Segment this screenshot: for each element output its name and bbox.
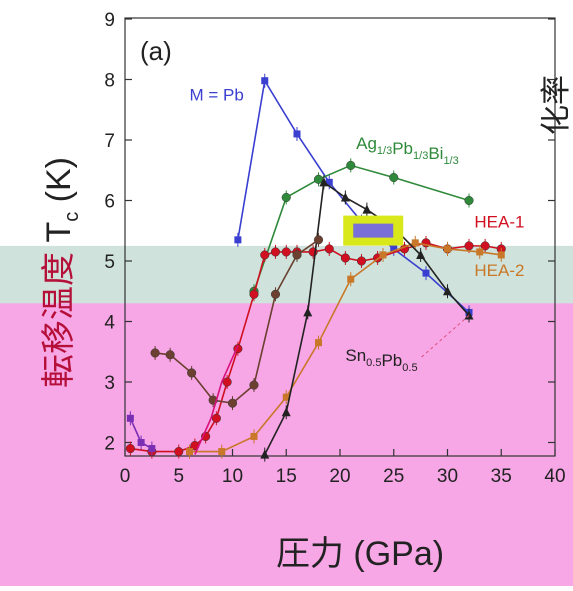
series-line <box>253 164 470 292</box>
data-point <box>282 393 290 401</box>
annotation-lbl-pb: M = Pb <box>190 86 244 105</box>
panel-label: (a) <box>140 36 172 66</box>
series-line <box>194 345 239 455</box>
y-tick-label: 5 <box>104 252 115 273</box>
data-point <box>444 245 451 253</box>
snpb-leader-line <box>420 315 470 359</box>
annotation-lbl-snpb: Sn0.5Pb0.5 <box>345 346 417 374</box>
data-point <box>125 444 135 454</box>
y-tick-label: 6 <box>104 192 115 213</box>
x-tick-label: 30 <box>437 466 458 487</box>
y-tick-label: 9 <box>104 10 115 31</box>
inset-artifact <box>343 215 404 246</box>
series-5 <box>260 175 474 462</box>
data-point <box>340 253 350 263</box>
data-point <box>137 439 145 446</box>
x-axis-label: 圧力 (GPa) <box>276 535 444 573</box>
y-tick-label: 3 <box>104 373 115 394</box>
data-point <box>313 235 324 245</box>
series-line <box>264 180 470 455</box>
data-point <box>313 174 324 184</box>
data-point <box>346 160 356 170</box>
data-point <box>222 377 232 387</box>
data-point <box>390 245 398 253</box>
data-point <box>260 250 270 260</box>
axes: 2 3 4 5 6 7 8 9 0 5 10 15 20 25 30 35 40 <box>104 10 565 487</box>
x-tick-label: 40 <box>544 466 565 487</box>
x-tick-label: 20 <box>329 466 350 487</box>
data-point <box>340 192 350 202</box>
data-point <box>250 432 258 440</box>
data-point <box>389 172 399 183</box>
data-point <box>165 350 175 360</box>
axis-labels: 圧力 (GPa) 転移温度 Tc (K) 化率 <box>40 75 573 573</box>
data-point <box>227 398 238 408</box>
data-point <box>464 241 474 251</box>
data-point <box>211 413 221 423</box>
data-point <box>261 77 269 85</box>
annotation-lbl-ag: Ag1/3Pb1/3Bi1/3 <box>356 134 459 167</box>
right-label-fragment: 化率 <box>540 75 573 135</box>
annotation-lbl-hea2: HEA-2 <box>474 261 524 280</box>
data-point <box>416 249 426 259</box>
data-point <box>187 368 197 378</box>
data-point <box>249 380 259 390</box>
artifact-block-inner <box>353 223 394 238</box>
background-bands <box>0 245 573 586</box>
y-tick-label: 4 <box>104 313 115 334</box>
data-point <box>422 269 430 277</box>
series-4 <box>186 235 505 459</box>
data-point <box>443 286 452 296</box>
data-point <box>281 192 291 203</box>
x-tick-label: 0 <box>120 466 131 487</box>
data-point <box>324 244 334 254</box>
data-point <box>292 250 302 260</box>
data-point <box>293 130 301 138</box>
data-point <box>379 251 387 259</box>
data-point <box>270 289 281 299</box>
data-point <box>281 407 291 417</box>
data-point <box>281 247 291 257</box>
x-tick-label: 10 <box>222 466 243 487</box>
data-point <box>270 247 281 257</box>
data-point <box>174 447 184 457</box>
data-point <box>476 248 484 256</box>
series-layer <box>125 73 506 462</box>
background-band-2 <box>0 303 573 586</box>
annotation-layer: M = Pb Ag1/3Pb1/3Bi1/3 HEA-1 HEA-2 Sn0.5Pb0.… <box>140 36 524 374</box>
data-point <box>150 348 160 358</box>
data-point <box>356 256 367 266</box>
data-point <box>126 414 134 422</box>
data-point <box>234 236 242 244</box>
data-point <box>480 241 490 251</box>
data-point <box>319 177 329 187</box>
data-point <box>148 445 156 453</box>
series-6 <box>150 232 324 411</box>
x-tick-label: 5 <box>173 466 184 487</box>
data-point <box>411 239 419 247</box>
y-tick-label: 7 <box>104 131 115 152</box>
y-tick-label: 2 <box>104 434 115 455</box>
data-point <box>315 339 322 347</box>
data-point <box>260 449 270 459</box>
x-tick-label: 25 <box>383 466 404 487</box>
data-point <box>325 178 333 186</box>
y-tick-label: 8 <box>104 71 115 92</box>
series-8 <box>194 345 239 455</box>
series-7 <box>126 411 156 456</box>
annotation-lbl-hea1: HEA-1 <box>474 213 524 232</box>
x-tick-label: 15 <box>276 466 297 487</box>
x-tick-label: 35 <box>491 466 512 487</box>
data-point <box>497 251 505 259</box>
data-point <box>347 275 355 283</box>
data-point <box>249 289 259 299</box>
data-point <box>362 204 372 214</box>
y-axis-label: 転移温度 Tc (K) <box>40 157 83 388</box>
data-point <box>303 307 313 317</box>
data-point <box>464 195 474 206</box>
data-point <box>186 448 193 456</box>
data-point <box>218 448 226 456</box>
